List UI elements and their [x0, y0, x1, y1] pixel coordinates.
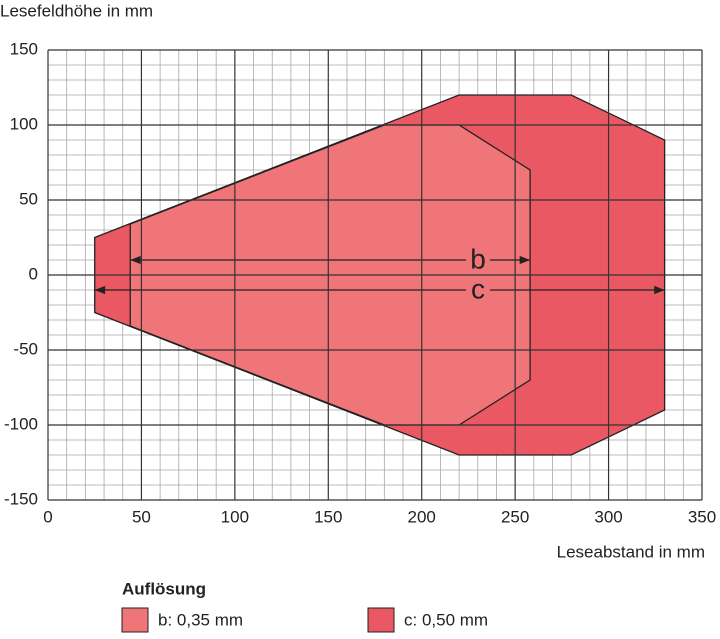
y-tick-label: 0: [29, 264, 38, 283]
y-tick-label: 150: [10, 39, 38, 58]
y-axis-label: Lesefeldhöhe in mm: [0, 1, 153, 20]
x-tick-label: 250: [501, 507, 529, 526]
x-tick-label: 150: [314, 507, 342, 526]
y-tick-label: 100: [10, 114, 38, 133]
y-tick-label: -50: [13, 339, 38, 358]
y-tick-label: -150: [4, 489, 38, 508]
legend-label: c: 0,50 mm: [404, 610, 488, 629]
x-tick-label: 100: [221, 507, 249, 526]
y-tick-label: 50: [19, 189, 38, 208]
label-bg: [466, 277, 490, 303]
x-tick-label: 300: [594, 507, 622, 526]
legend-swatch: [367, 607, 395, 633]
legend-label: b: 0,35 mm: [158, 610, 243, 629]
label-bg: [466, 247, 490, 273]
y-tick-label: -100: [4, 414, 38, 433]
x-tick-label: 350: [688, 507, 716, 526]
dimension-label: c: [471, 273, 485, 304]
x-tick-label: 0: [43, 507, 52, 526]
dimension-label: b: [470, 243, 486, 274]
axes: 0 50 100 150 200 250 300 350 150 100 50 0 -50 -100 -15…: [4, 39, 716, 526]
x-tick-label: 200: [408, 507, 436, 526]
x-tick-label: 50: [132, 507, 151, 526]
legend: b: 0,35 mm c: 0,50 mm: [121, 607, 488, 633]
x-axis-label: Leseabstand in mm: [557, 542, 705, 561]
legend-swatch: [121, 607, 149, 633]
legend-title: Auflösung: [122, 579, 206, 598]
